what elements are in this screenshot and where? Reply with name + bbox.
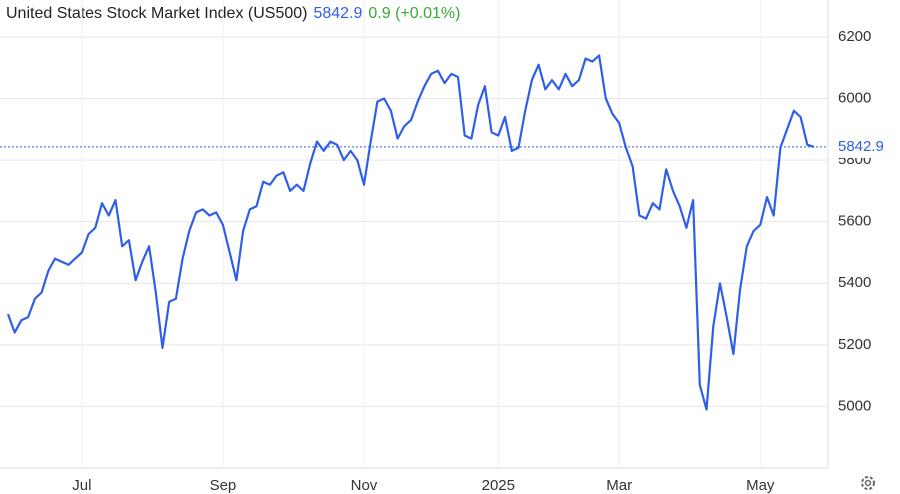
x-tick-label: Jul [72,477,91,494]
x-tick-label: May [746,477,775,494]
last-price-badge: 5842.9 [830,135,900,158]
last-price-box [830,135,900,158]
price-line [6,54,815,411]
x-tick-label: Mar [606,477,632,494]
y-tick-label: 6200 [838,28,871,45]
x-tick-label: 2025 [482,477,515,494]
gear-outer[interactable] [861,476,875,490]
y-tick-label: 5400 [838,274,871,291]
last-price: 5842.9 [313,5,363,22]
y-tick-label: 6000 [838,89,871,106]
y-tick-label: 5600 [838,213,871,230]
y-tick-label: 5200 [838,336,871,353]
settings-icon[interactable] [861,476,875,490]
y-tick-label: 5000 [838,397,871,414]
chart-title: United States Stock Market Index (US500) [6,5,308,22]
last-price-label: 5842.9 [838,138,884,155]
x-tick-label: Sep [210,477,237,494]
x-tick-label: Nov [351,477,378,494]
gear-inner[interactable] [864,479,872,487]
header: United States Stock Market Index (US500)… [6,5,466,23]
price-change: 0.9 (+0.01%) [368,5,461,22]
